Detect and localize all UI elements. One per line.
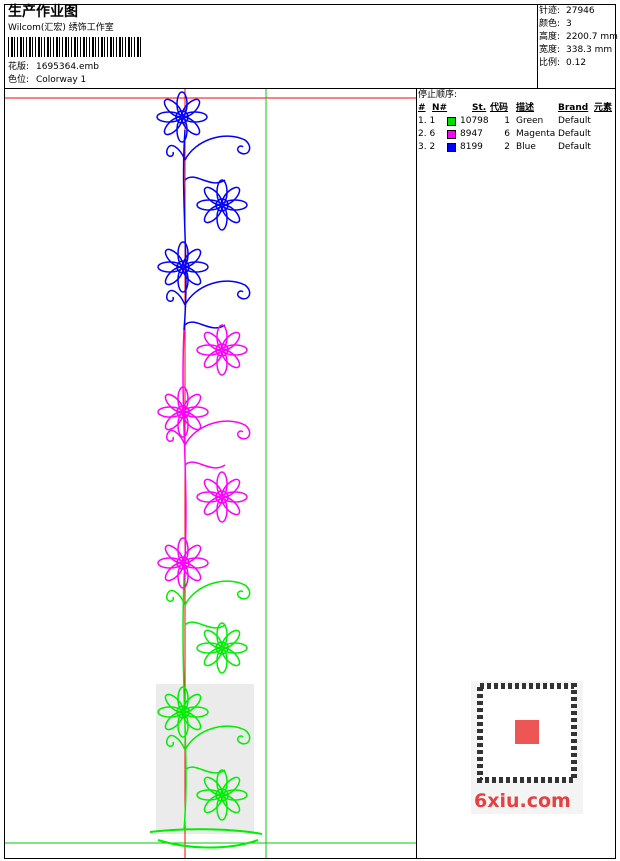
outer-frame [4,4,616,859]
stitches: 10798 [460,116,489,126]
column-header: 描述 [516,103,535,113]
design: 1695364.emb [36,62,99,72]
design-label: 花版: [8,62,30,72]
info-label: 比例: [539,58,561,68]
colorway-label: 色位: [8,75,30,85]
divider [416,88,417,859]
table-title: 停止顺序: [418,90,458,100]
code: 2 [504,142,510,152]
info-value: 2200.7 mm [566,32,618,42]
code: 1 [504,116,510,126]
column-header: N# [432,103,448,113]
column-header: 元素 [594,103,613,113]
watermark: 6xiu.com [474,790,571,812]
info-label: 宽度: [539,45,561,55]
stitches: 8947 [460,129,483,139]
info-value: 27946 [566,6,595,16]
studio: Wilcom(汇宏) 绣饰工作室 [8,23,114,33]
stitches: 8199 [460,142,483,152]
color-swatch [447,130,456,139]
description: Magenta [516,129,556,139]
description: Green [516,116,544,126]
color-swatch [447,117,456,126]
barcode [8,37,141,57]
brand: Default [558,142,591,152]
info-label: 颜色: [539,19,561,29]
info-value: 338.3 mm [566,45,613,55]
column-header: St. [472,103,487,113]
code: 6 [504,129,510,139]
sequence: 3. 2 [418,142,436,152]
description: Blue [516,142,536,152]
sequence: 1. 1 [418,116,436,126]
info-value: 0.12 [566,58,587,68]
color-swatch [447,143,456,152]
brand: Default [558,116,591,126]
divider [4,88,616,89]
info-label: 高度: [539,32,561,42]
brand: Default [558,129,591,139]
info-value: 3 [566,19,572,29]
column-header: # [418,103,426,113]
column-header: Brand [558,103,589,113]
column-header: 代码 [490,103,509,113]
info-label: 针迹: [539,6,561,16]
colorway: Colorway 1 [36,75,87,85]
sequence: 2. 6 [418,129,436,139]
title: 生产作业图 [8,4,78,20]
